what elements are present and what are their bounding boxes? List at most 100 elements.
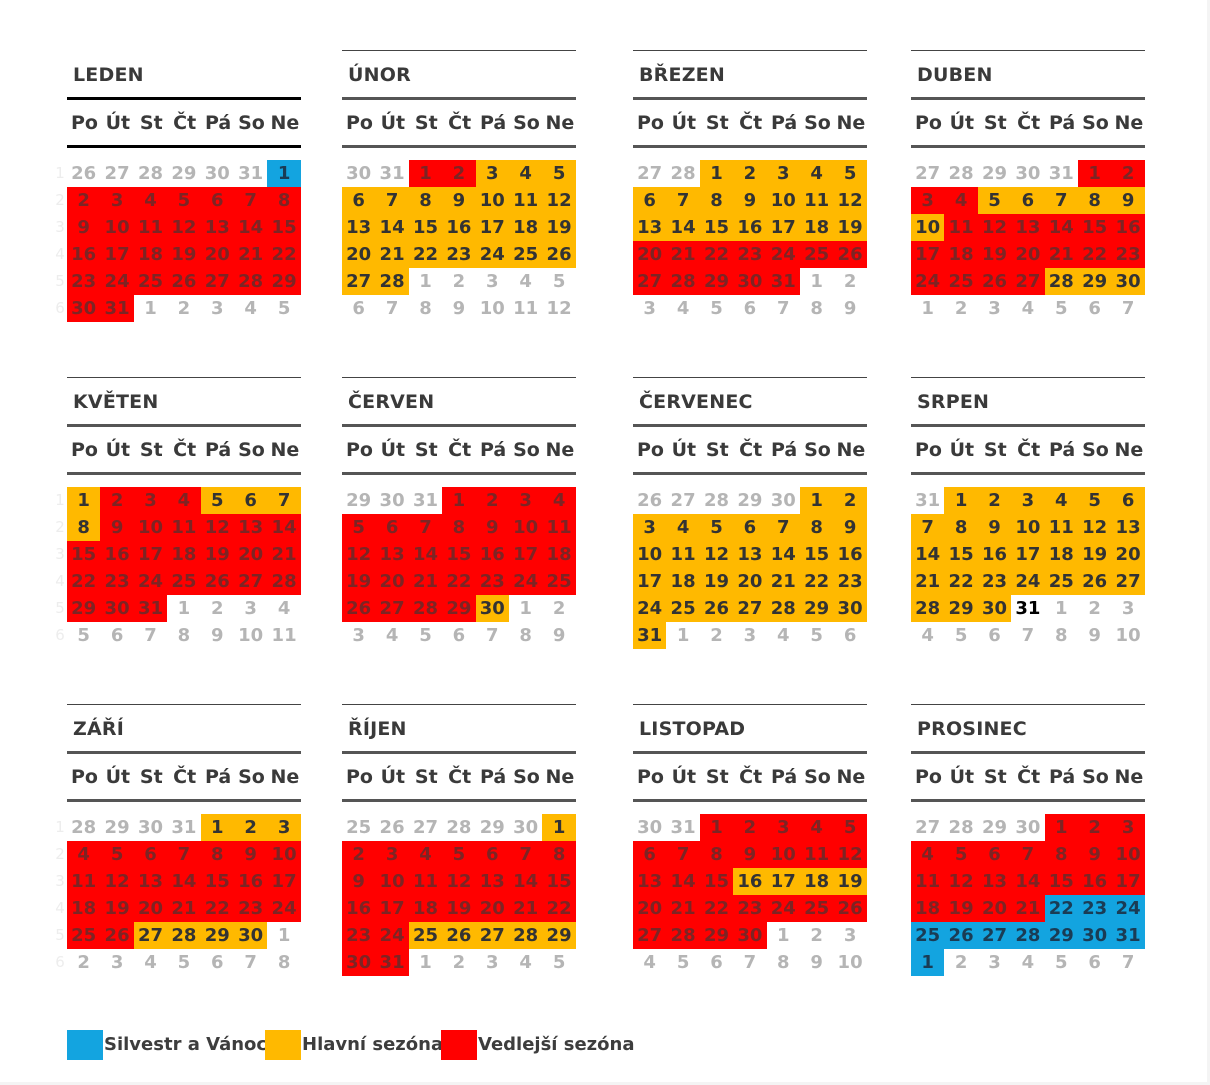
day-cell[interactable]: 27 <box>342 268 376 295</box>
day-cell[interactable]: 4 <box>67 841 101 868</box>
day-cell[interactable]: 17 <box>1111 868 1145 895</box>
day-cell[interactable]: 2 <box>977 487 1012 514</box>
day-cell[interactable]: 19 <box>167 241 201 268</box>
day-cell[interactable]: 28 <box>375 268 409 295</box>
day-cell[interactable]: 25 <box>167 568 201 595</box>
day-cell[interactable]: 29 <box>542 922 576 949</box>
day-cell[interactable]: 17 <box>475 214 509 241</box>
day-cell[interactable]: 20 <box>375 568 409 595</box>
day-cell[interactable]: 31 <box>1111 922 1145 949</box>
day-cell[interactable]: 20 <box>733 568 767 595</box>
day-cell[interactable]: 25 <box>1044 568 1078 595</box>
day-cell[interactable]: 16 <box>733 214 767 241</box>
day-cell[interactable]: 27 <box>633 922 667 949</box>
day-cell[interactable]: 30 <box>1111 268 1145 295</box>
day-cell[interactable]: 22 <box>699 241 734 268</box>
day-cell[interactable]: 2 <box>234 814 268 841</box>
day-cell[interactable]: 14 <box>375 214 409 241</box>
day-cell[interactable]: 14 <box>234 214 268 241</box>
day-cell[interactable]: 4 <box>509 160 543 187</box>
day-cell[interactable]: 1 <box>911 949 945 976</box>
day-cell[interactable]: 28 <box>167 922 201 949</box>
day-cell[interactable]: 11 <box>509 187 543 214</box>
day-cell[interactable]: 20 <box>200 241 234 268</box>
day-cell[interactable]: 24 <box>766 895 800 922</box>
day-cell[interactable]: 25 <box>666 595 700 622</box>
day-cell[interactable]: 17 <box>911 241 945 268</box>
day-cell[interactable]: 4 <box>911 841 945 868</box>
day-cell[interactable]: 6 <box>200 187 234 214</box>
day-cell[interactable]: 23 <box>475 568 509 595</box>
day-cell[interactable]: 17 <box>267 868 301 895</box>
day-cell[interactable]: 24 <box>766 241 800 268</box>
day-cell[interactable]: 15 <box>442 541 476 568</box>
day-cell[interactable]: 7 <box>766 514 800 541</box>
day-cell[interactable]: 7 <box>167 841 201 868</box>
day-cell[interactable]: 29 <box>200 922 234 949</box>
day-cell[interactable]: 29 <box>944 595 978 622</box>
day-cell[interactable]: 28 <box>766 595 800 622</box>
day-cell[interactable]: 24 <box>267 895 301 922</box>
day-cell[interactable]: 1 <box>800 487 834 514</box>
day-cell[interactable]: 12 <box>833 187 867 214</box>
day-cell[interactable]: 19 <box>442 895 476 922</box>
day-cell[interactable]: 9 <box>833 514 867 541</box>
day-cell[interactable]: 5 <box>100 841 134 868</box>
day-cell[interactable]: 19 <box>1078 541 1112 568</box>
day-cell[interactable]: 1 <box>67 487 101 514</box>
day-cell[interactable]: 13 <box>342 214 376 241</box>
day-cell[interactable]: 9 <box>1078 841 1112 868</box>
day-cell[interactable]: 1 <box>408 160 443 187</box>
day-cell[interactable]: 10 <box>475 187 509 214</box>
day-cell[interactable]: 27 <box>234 568 268 595</box>
day-cell[interactable]: 9 <box>67 214 101 241</box>
day-cell[interactable]: 6 <box>633 841 667 868</box>
day-cell[interactable]: 22 <box>1078 241 1112 268</box>
day-cell[interactable]: 30 <box>1078 922 1112 949</box>
day-cell[interactable]: 7 <box>267 487 301 514</box>
day-cell[interactable]: 9 <box>234 841 268 868</box>
day-cell[interactable]: 5 <box>699 514 734 541</box>
day-cell[interactable]: 20 <box>475 895 509 922</box>
day-cell[interactable]: 16 <box>733 868 767 895</box>
day-cell[interactable]: 2 <box>733 160 767 187</box>
day-cell[interactable]: 27 <box>200 268 234 295</box>
day-cell[interactable]: 19 <box>699 568 734 595</box>
day-cell[interactable]: 15 <box>699 868 734 895</box>
day-cell[interactable]: 6 <box>133 841 168 868</box>
day-cell[interactable]: 4 <box>944 187 978 214</box>
day-cell[interactable]: 22 <box>1044 895 1078 922</box>
day-cell[interactable]: 3 <box>633 514 667 541</box>
day-cell[interactable]: 6 <box>1011 187 1045 214</box>
day-cell[interactable]: 10 <box>133 514 168 541</box>
day-cell[interactable]: 22 <box>442 568 476 595</box>
day-cell[interactable]: 9 <box>977 514 1012 541</box>
day-cell[interactable]: 28 <box>1044 268 1078 295</box>
day-cell[interactable]: 17 <box>1011 541 1045 568</box>
day-cell[interactable]: 25 <box>67 922 101 949</box>
day-cell[interactable]: 25 <box>944 268 978 295</box>
day-cell[interactable]: 4 <box>408 841 443 868</box>
day-cell[interactable]: 30 <box>100 595 134 622</box>
day-cell[interactable]: 18 <box>944 241 978 268</box>
day-cell[interactable]: 20 <box>1111 541 1145 568</box>
day-cell[interactable]: 13 <box>475 868 509 895</box>
day-cell[interactable]: 26 <box>342 595 376 622</box>
day-cell[interactable]: 16 <box>1111 214 1145 241</box>
day-cell[interactable]: 26 <box>833 895 867 922</box>
day-cell[interactable]: 6 <box>375 514 409 541</box>
day-cell[interactable]: 3 <box>1011 487 1045 514</box>
day-cell[interactable]: 2 <box>833 487 867 514</box>
day-cell[interactable]: 28 <box>666 268 700 295</box>
day-cell[interactable]: 25 <box>542 568 576 595</box>
day-cell[interactable]: 1 <box>699 814 734 841</box>
day-cell[interactable]: 1 <box>542 814 576 841</box>
day-cell[interactable]: 20 <box>1011 241 1045 268</box>
day-cell[interactable]: 30 <box>733 268 767 295</box>
day-cell[interactable]: 25 <box>133 268 168 295</box>
day-cell[interactable]: 22 <box>67 568 101 595</box>
day-cell[interactable]: 10 <box>375 868 409 895</box>
day-cell[interactable]: 5 <box>442 841 476 868</box>
day-cell[interactable]: 5 <box>542 160 576 187</box>
day-cell[interactable]: 14 <box>1011 868 1045 895</box>
